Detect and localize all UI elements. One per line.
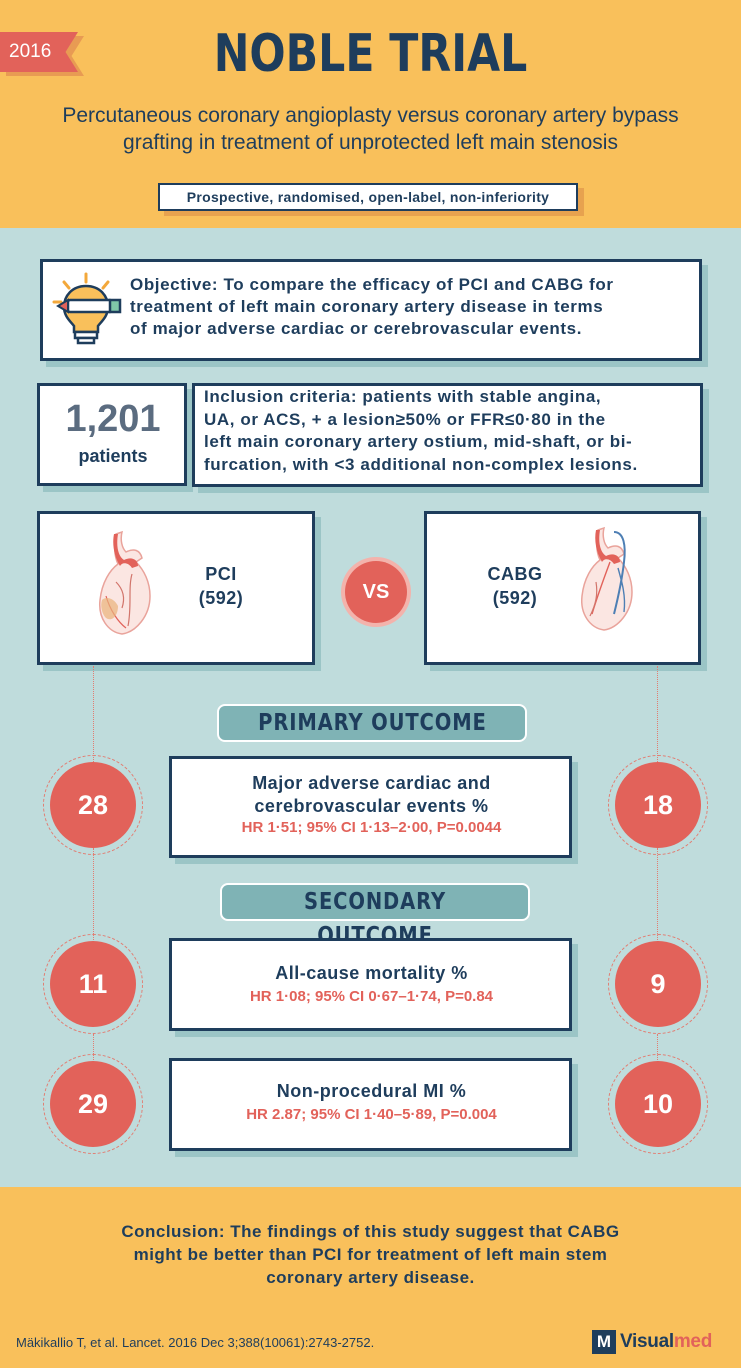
subtitle-line-2: grafting in treatment of unprotected lef… — [123, 131, 618, 154]
conclusion-text: Conclusion: The findings of this study s… — [80, 1220, 661, 1289]
vs-badge: VS — [345, 561, 407, 623]
primary-title-line-2: cerebrovascular events % — [254, 796, 489, 816]
lightbulb-icon — [50, 270, 126, 350]
cabg-mortality-ring — [608, 934, 708, 1034]
cabg-name: CABG — [487, 564, 543, 584]
conclusion-line-3: coronary artery disease. — [266, 1268, 475, 1287]
pci-mi-value: 29 — [50, 1061, 136, 1147]
pci-label: PCI (592) — [176, 562, 266, 610]
cabg-mi-value: 10 — [615, 1061, 701, 1147]
primary-title-line-1: Major adverse cardiac and — [252, 773, 491, 793]
citation: Mäkikallio T, et al. Lancet. 2016 Dec 3;… — [16, 1335, 375, 1350]
cabg-mi-ring — [608, 1054, 708, 1154]
primary-outcome-card — [169, 756, 572, 858]
patients-card — [37, 383, 187, 486]
mi-title: Non-procedural MI % — [276, 1081, 467, 1101]
cabg-arm-card — [424, 511, 701, 665]
inclusion-line-4: furcation, with <3 additional non-comple… — [204, 454, 638, 474]
inclusion-card — [192, 383, 703, 487]
primary-outcome-heading: PRIMARY OUTCOME — [217, 704, 527, 742]
pci-connector-2 — [93, 848, 94, 954]
pci-mortality-ring — [43, 934, 143, 1034]
mortality-title: All-cause mortality % — [275, 963, 468, 983]
pci-name: PCI — [205, 564, 237, 584]
mi-card — [169, 1058, 572, 1151]
mortality-card — [169, 938, 572, 1031]
pci-arm-card — [37, 511, 315, 665]
objective-text: Objective: To compare the efficacy of PC… — [130, 274, 690, 340]
study-design: Prospective, randomised, open-label, non… — [158, 183, 578, 211]
cabg-primary-value: 18 — [615, 762, 701, 848]
inclusion-line-1: Inclusion criteria: patients with stable… — [204, 387, 602, 406]
pci-n: (592) — [198, 588, 244, 608]
page-title: NOBLE TRIAL — [213, 24, 528, 84]
subtitle: Percutaneous coronary angioplasty versus… — [20, 102, 721, 156]
mortality-hr: HR 1·08; 95% CI 0·67–1·74, P=0.84 — [249, 988, 494, 1005]
logo-wordmark: Visualmed — [620, 1330, 712, 1354]
cabg-connector-2 — [657, 848, 658, 954]
subtitle-line-1: Percutaneous coronary angioplasty versus… — [62, 104, 679, 127]
objective-card — [40, 259, 702, 361]
pci-connector — [93, 666, 94, 764]
inclusion-text: Inclusion criteria: patients with stable… — [204, 386, 704, 476]
secondary-outcome-heading: SECONDARY OUTCOME — [220, 883, 530, 949]
logo-part-2: med — [673, 1331, 712, 1352]
patient-count: 1,201 — [65, 398, 161, 440]
pci-mortality-value: 11 — [50, 941, 136, 1027]
mi-hr: HR 2.87; 95% CI 1·40–5·89, P=0.004 — [246, 1106, 497, 1123]
pci-mi-ring — [43, 1054, 143, 1154]
primary-hr: HR 1·51; 95% CI 1·13–2·00, P=0.0044 — [241, 819, 502, 836]
study-design-box: Prospective, randomised, open-label, non… — [158, 183, 584, 216]
pci-primary-value: 28 — [50, 762, 136, 848]
cabg-n: (592) — [492, 588, 538, 608]
cabg-connector — [657, 666, 658, 764]
heart-bypass-icon — [574, 522, 646, 638]
cabg-mortality-value: 9 — [615, 941, 701, 1027]
conclusion-line-1: Conclusion: The findings of this study s… — [121, 1222, 620, 1241]
primary-heading-text: PRIMARY OUTCOME — [257, 710, 487, 736]
year-tag: 2016 — [0, 32, 84, 76]
pci-primary-ring — [43, 755, 143, 855]
inclusion-line-2: UA, or ACS, + a lesion≥50% or FFR≤0·80 i… — [204, 409, 606, 429]
objective-line-3: of major adverse cardiac or cerebrovascu… — [130, 319, 583, 338]
logo-part-1: Visual — [620, 1331, 674, 1352]
inclusion-line-3: left main coronary artery ostium, mid-sh… — [204, 432, 633, 451]
conclusion-line-2: might be better than PCI for treatment o… — [133, 1245, 608, 1264]
objective-line-1: Objective: To compare the efficacy of PC… — [130, 275, 614, 294]
footer-band — [0, 1187, 741, 1368]
patient-label: patients — [78, 446, 148, 466]
year-label: 2016 — [0, 32, 78, 72]
primary-title: Major adverse cardiac and cerebrovascula… — [180, 772, 563, 818]
cabg-primary-ring — [608, 755, 708, 855]
cabg-label: CABG (592) — [470, 562, 560, 610]
logo-mark-icon: M — [592, 1330, 616, 1354]
heart-stent-icon — [92, 526, 164, 638]
objective-line-2: treatment of left main coronary artery d… — [130, 297, 604, 316]
